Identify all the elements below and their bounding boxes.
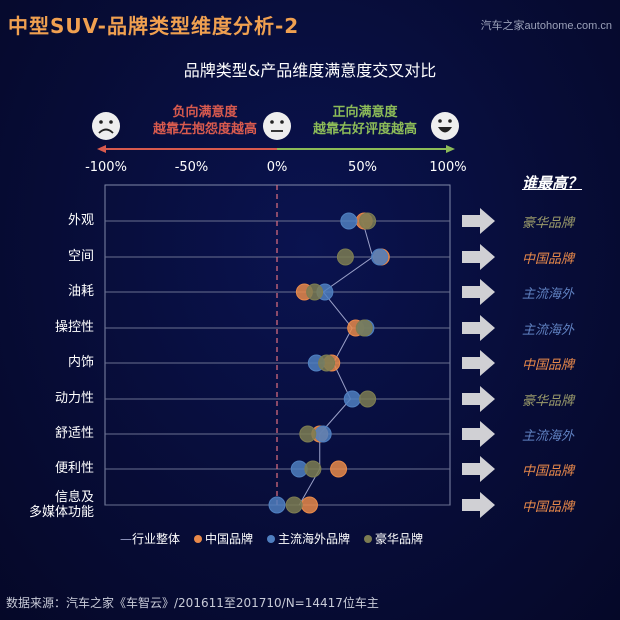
winner-answer: 中国品牌 (522, 464, 575, 479)
data-source: 数据来源：汽车之家《车智云》/201611至201710/N=14417位车主 (6, 596, 379, 610)
legend: —行业整体 中国品牌 主流海外品牌 豪华品牌 (120, 530, 423, 547)
point-luxury (355, 319, 373, 337)
x-tick-label: 0% (266, 160, 288, 175)
winner-answer: 豪华品牌 (522, 216, 575, 231)
point-luxury (304, 460, 322, 478)
legend-industry-label: 行业整体 (132, 532, 181, 546)
point-luxury (359, 390, 377, 408)
point-luxury (318, 354, 336, 372)
legend-industry: —行业整体 (120, 532, 181, 546)
negative-hint-line2: 越靠左抱怨度越高 (152, 122, 257, 137)
point-china (300, 496, 318, 514)
arrow-right-icon (462, 208, 495, 234)
point-foreign (268, 496, 286, 514)
winner-answer: 中国品牌 (522, 252, 575, 267)
arrow-right-icon (462, 386, 495, 412)
point-luxury (299, 425, 317, 443)
arrow-right-icon (462, 315, 495, 341)
category-label: 舒适性 (54, 426, 94, 441)
point-foreign (340, 212, 358, 230)
chart-subtitle: 品牌类型&产品维度满意度交叉对比 (183, 61, 437, 80)
point-luxury (336, 248, 354, 266)
positive-hint-line1: 正向满意度 (332, 105, 398, 120)
x-tick-label: 50% (348, 160, 377, 175)
winner-answer: 主流海外 (522, 323, 575, 338)
x-tick-label: -100% (85, 160, 127, 175)
legend-luxury: 豪华品牌 (364, 530, 423, 547)
negative-hint-line1: 负向满意度 (172, 105, 238, 120)
arrow-right-icon (462, 244, 495, 270)
category-label: 操控性 (54, 320, 94, 335)
positive-arrowhead (446, 145, 455, 153)
category-label: 空间 (67, 249, 94, 264)
winner-answer: 主流海外 (522, 429, 575, 444)
x-tick-label: -50% (174, 160, 209, 175)
category-label: 油耗 (67, 284, 94, 299)
category-label: 内饰 (67, 355, 94, 370)
positive-hint: 正向满意度越靠右好评度越高 (300, 104, 430, 138)
arrow-right-icon (462, 456, 495, 482)
category-label: 外观 (67, 213, 94, 228)
arrow-right-icon (462, 492, 495, 518)
negative-hint: 负向满意度越靠左抱怨度越高 (140, 104, 270, 138)
neutral-face-icon (263, 112, 291, 140)
legend-foreign: 主流海外品牌 (267, 530, 350, 547)
arrow-right-icon (462, 279, 495, 305)
legend-china-label: 中国品牌 (205, 532, 254, 546)
legend-luxury-label: 豪华品牌 (375, 532, 424, 546)
happy-face-icon (431, 112, 459, 140)
point-foreign (314, 425, 332, 443)
sad-face-icon (92, 112, 120, 140)
legend-china: 中国品牌 (194, 530, 253, 547)
category-label: 信息及 多媒体功能 (28, 490, 94, 520)
arrow-right-icon (462, 421, 495, 447)
category-label: 便利性 (54, 461, 94, 476)
legend-foreign-label: 主流海外品牌 (278, 532, 351, 546)
positive-hint-line2: 越靠右好评度越高 (312, 122, 417, 137)
negative-arrowhead (97, 145, 106, 153)
category-label: 动力性 (54, 391, 94, 406)
winner-answer: 主流海外 (522, 287, 575, 302)
page-title: 中型SUV-品牌类型维度分析-2 (8, 14, 300, 38)
arrow-right-icon (462, 350, 495, 376)
point-luxury (359, 212, 377, 230)
point-luxury (285, 496, 303, 514)
winner-answer: 中国品牌 (522, 358, 575, 373)
winner-answer: 中国品牌 (522, 500, 575, 515)
point-foreign (371, 248, 389, 266)
winner-title: 谁最高？ (522, 174, 583, 192)
x-tick-label: 100% (429, 160, 467, 175)
point-luxury (306, 283, 324, 301)
point-foreign (343, 390, 361, 408)
brand-watermark: 汽车之家autohome.com.cn (480, 20, 612, 32)
point-china (330, 460, 348, 478)
winner-answer: 豪华品牌 (522, 394, 575, 409)
